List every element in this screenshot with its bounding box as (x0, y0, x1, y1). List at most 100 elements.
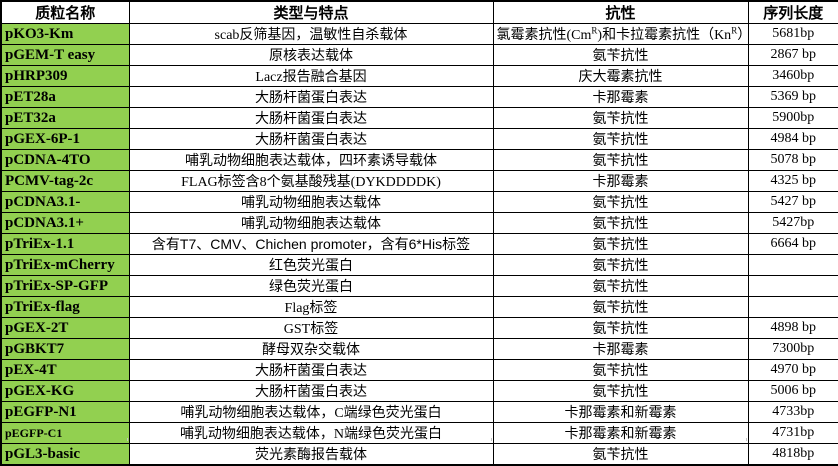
gridline-stub (491, 438, 492, 441)
resistance-cell[interactable]: 氨苄抗性 (492, 212, 749, 234)
sequence-length-cell[interactable]: 5900bp (747, 107, 838, 129)
table-row: pTriEx-1.1 含有T7、CMV、Chichen promoter，含有6… (0, 233, 838, 255)
sequence-length-cell[interactable]: 5078 bp (747, 149, 838, 171)
resistance-cell[interactable]: 氨苄抗性 (492, 107, 749, 129)
sequence-length-cell[interactable]: 5427bp (747, 212, 838, 234)
type-features-cell[interactable]: 哺乳动物细胞表达载体 (128, 191, 494, 213)
sequence-length-cell[interactable]: 5006 bp (747, 380, 838, 402)
resistance-cell[interactable]: 庆大霉素抗性 (492, 65, 749, 87)
plasmid-name-cell[interactable]: pHRP309 (0, 65, 130, 87)
plasmid-name-cell[interactable]: pGEX-2T (0, 317, 130, 339)
resistance-cell[interactable]: 卡那霉素 (492, 170, 749, 192)
type-features-cell[interactable]: GST标签 (128, 317, 494, 339)
column-header-type-features[interactable]: 类型与特点 (128, 0, 494, 24)
plasmid-name-cell[interactable]: pCDNA3.1+ (0, 212, 130, 234)
plasmid-name-cell[interactable]: pGEX-KG (0, 380, 130, 402)
resistance-cell[interactable]: 氨苄抗性 (492, 275, 749, 297)
plasmid-name-cell[interactable]: pTriEx-SP-GFP (0, 275, 130, 297)
plasmid-name-cell[interactable]: pEX-4T (0, 359, 130, 381)
type-features-cell[interactable]: 大肠杆菌蛋白表达 (128, 128, 494, 150)
table-row: pGEX-KG 大肠杆菌蛋白表达 氨苄抗性 5006 bp (0, 380, 838, 402)
plasmid-name-cell[interactable]: pGBKT7 (0, 338, 130, 360)
plasmid-name-cell[interactable]: pGEX-6P-1 (0, 128, 130, 150)
sequence-length-cell[interactable]: 5369 bp (747, 86, 838, 108)
sequence-length-cell[interactable]: 3460bp (747, 65, 838, 87)
sequence-length-cell[interactable]: 4898 bp (747, 317, 838, 339)
plasmid-name-cell[interactable]: pKO3-Km (0, 23, 130, 45)
plasmid-name-cell[interactable]: PCMV-tag-2c (0, 170, 130, 192)
plasmid-name-cell[interactable]: pET32a (0, 107, 130, 129)
column-header-resistance[interactable]: 抗性 (492, 0, 749, 24)
resistance-cell[interactable]: 氯霉素抗性(CmR)和卡拉霉素抗性（KnR） (492, 23, 749, 45)
header-row: 质粒名称 类型与特点 抗性 序列长度 (0, 0, 838, 24)
sequence-length-cell[interactable]: 4325 bp (747, 170, 838, 192)
type-features-cell[interactable]: scab反筛基因，温敏性自杀载体 (128, 23, 494, 45)
sequence-length-cell[interactable]: 4733bp (747, 401, 838, 423)
plasmid-name-cell[interactable]: pTriEx-flag (0, 296, 130, 318)
plasmid-name-cell[interactable]: pGL3-basic (0, 443, 130, 466)
type-features-cell[interactable]: 哺乳动物细胞表达载体 (128, 212, 494, 234)
plasmid-name-cell[interactable]: pEGFP-N1 (0, 401, 130, 423)
resistance-cell[interactable]: 氨苄抗性 (492, 296, 749, 318)
type-features-cell[interactable]: 含有T7、CMV、Chichen promoter，含有6*His标签 (128, 233, 494, 255)
sequence-length-cell[interactable]: 4984 bp (747, 128, 838, 150)
type-features-cell[interactable]: FLAG标签含8个氨基酸残基(DYKDDDDK) (128, 170, 494, 192)
column-header-sequence-length[interactable]: 序列长度 (747, 0, 838, 24)
type-features-cell[interactable]: Flag标签 (128, 296, 494, 318)
sequence-length-cell[interactable]: 5681bp (747, 23, 838, 45)
resistance-cell[interactable]: 卡那霉素和新霉素 (492, 401, 749, 423)
table-row: pET32a 大肠杆菌蛋白表达 氨苄抗性 5900bp (0, 107, 838, 129)
resistance-cell[interactable]: 氨苄抗性 (492, 233, 749, 255)
type-features-cell[interactable]: 绿色荧光蛋白 (128, 275, 494, 297)
sequence-length-cell[interactable]: 2867 bp (747, 44, 838, 66)
resistance-cell[interactable]: 氨苄抗性 (492, 254, 749, 276)
plasmid-name-cell[interactable]: pGEM-T easy (0, 44, 130, 66)
type-features-cell[interactable]: 大肠杆菌蛋白表达 (128, 359, 494, 381)
type-features-cell[interactable]: 大肠杆菌蛋白表达 (128, 107, 494, 129)
plasmid-name-cell[interactable]: pEGFP-C1 (0, 422, 130, 444)
table-row: pHRP309 Lacz报告融合基因 庆大霉素抗性 3460bp (0, 65, 838, 87)
resistance-cell[interactable]: 氨苄抗性 (492, 317, 749, 339)
table-row: pEX-4T 大肠杆菌蛋白表达 氨苄抗性 4970 bp (0, 359, 838, 381)
table-row: pEGFP-N1 哺乳动物细胞表达载体，C端绿色荧光蛋白 卡那霉素和新霉素 47… (0, 401, 838, 423)
type-features-cell[interactable]: Lacz报告融合基因 (128, 65, 494, 87)
sequence-length-cell[interactable]: 6664 bp (747, 233, 838, 255)
sequence-length-cell[interactable] (747, 296, 838, 318)
sequence-length-cell[interactable]: 4818bp (747, 443, 838, 466)
table-row: pKO3-Km scab反筛基因，温敏性自杀载体 氯霉素抗性(CmR)和卡拉霉素… (0, 23, 838, 45)
plasmid-name-cell[interactable]: pET28a (0, 86, 130, 108)
plasmid-name-cell[interactable]: pTriEx-mCherry (0, 254, 130, 276)
column-header-plasmid-name[interactable]: 质粒名称 (0, 0, 130, 24)
resistance-cell[interactable]: 氨苄抗性 (492, 44, 749, 66)
sequence-length-cell[interactable]: 4970 bp (747, 359, 838, 381)
plasmid-name-cell[interactable]: pCDNA-4TO (0, 149, 130, 171)
resistance-cell[interactable]: 卡那霉素 (492, 86, 749, 108)
table-row: pGEX-2T GST标签 氨苄抗性 4898 bp (0, 317, 838, 339)
resistance-cell[interactable]: 氨苄抗性 (492, 128, 749, 150)
type-features-cell[interactable]: 原核表达载体 (128, 44, 494, 66)
type-features-cell[interactable]: 红色荧光蛋白 (128, 254, 494, 276)
sequence-length-cell[interactable]: 7300bp (747, 338, 838, 360)
resistance-cell[interactable]: 氨苄抗性 (492, 380, 749, 402)
table-row: pTriEx-SP-GFP 绿色荧光蛋白 氨苄抗性 (0, 275, 838, 297)
sequence-length-cell[interactable]: 5427 bp (747, 191, 838, 213)
type-features-cell[interactable]: 哺乳动物细胞表达载体，N端绿色荧光蛋白 (128, 422, 494, 444)
type-features-cell[interactable]: 哺乳动物细胞表达载体，四环素诱导载体 (128, 149, 494, 171)
type-features-cell[interactable]: 酵母双杂交载体 (128, 338, 494, 360)
resistance-cell[interactable]: 氨苄抗性 (492, 359, 749, 381)
type-features-cell[interactable]: 大肠杆菌蛋白表达 (128, 380, 494, 402)
type-features-cell[interactable]: 荧光素酶报告载体 (128, 443, 494, 466)
sequence-length-cell[interactable] (747, 254, 838, 276)
plasmid-name-cell[interactable]: pTriEx-1.1 (0, 233, 130, 255)
table-row: pGEX-6P-1 大肠杆菌蛋白表达 氨苄抗性 4984 bp (0, 128, 838, 150)
resistance-cell[interactable]: 氨苄抗性 (492, 443, 749, 466)
type-features-cell[interactable]: 哺乳动物细胞表达载体，C端绿色荧光蛋白 (128, 401, 494, 423)
resistance-cell[interactable]: 卡那霉素 (492, 338, 749, 360)
gridline-stub (127, 438, 128, 441)
type-features-cell[interactable]: 大肠杆菌蛋白表达 (128, 86, 494, 108)
sequence-length-cell[interactable] (747, 275, 838, 297)
resistance-cell[interactable]: 氨苄抗性 (492, 149, 749, 171)
resistance-cell[interactable]: 氨苄抗性 (492, 191, 749, 213)
plasmid-name-cell[interactable]: pCDNA3.1- (0, 191, 130, 213)
